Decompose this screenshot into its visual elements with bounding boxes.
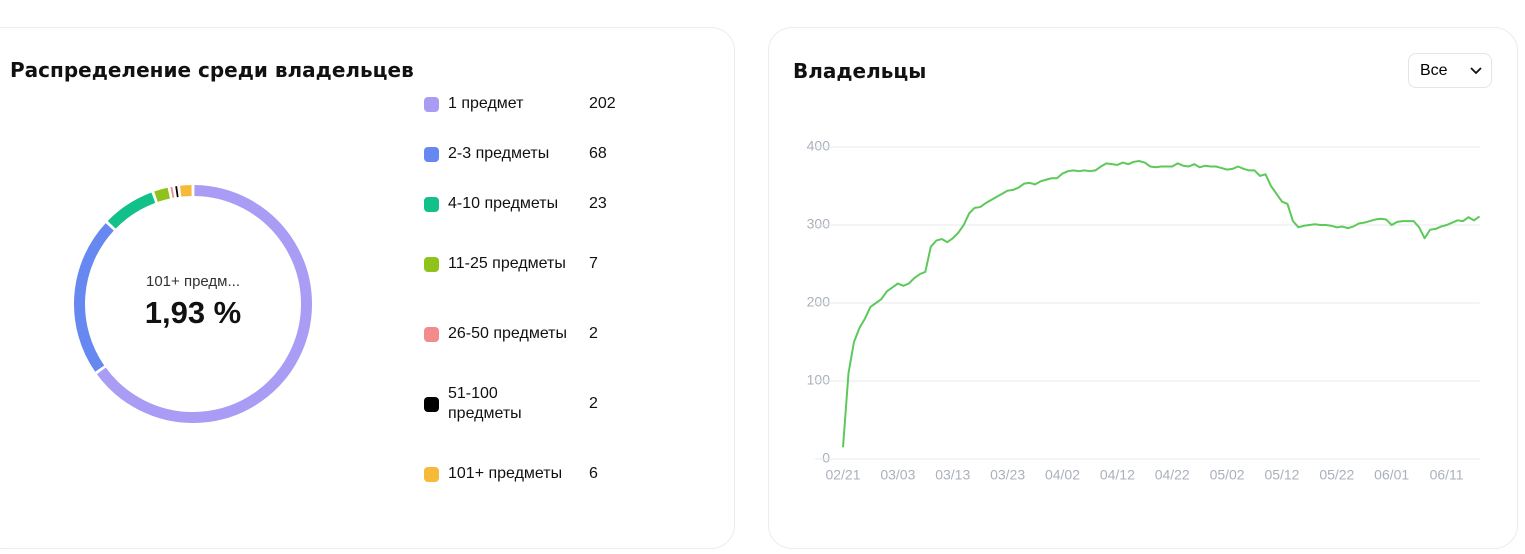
legend-label: 11-25 предметы [448,255,566,272]
x-tick-label: 04/12 [1100,467,1135,483]
legend-value: 68 [589,145,607,162]
legend-item: 51-100 предметы 2 [424,374,598,434]
legend-label: 51-100 предметы [448,385,522,422]
legend-value: 202 [589,95,616,112]
legend-label: 26-50 предметы [448,325,568,342]
legend-value: 6 [589,465,598,482]
distribution-card [0,27,735,549]
x-tick-label: 02/21 [825,467,860,483]
x-tick-label: 03/03 [880,467,915,483]
x-tick-label: 05/02 [1210,467,1245,483]
x-tick-label: 05/22 [1319,467,1354,483]
legend-item: 11-25 предметы 7 [424,234,598,294]
donut-segment [107,192,156,229]
pie-title: Распределение среди владельцев [10,58,414,82]
legend-swatch [424,146,439,162]
legend-value: 2 [589,395,598,412]
x-tick-label: 04/02 [1045,467,1080,483]
donut-center-value: 1,93 % [145,295,242,330]
y-tick-label: 0 [822,450,830,466]
donut-segment [96,185,312,423]
chevron [1469,66,1482,74]
period-dropdown[interactable]: Все [1408,53,1492,88]
x-tick-label: 06/01 [1374,467,1409,483]
y-tick-label: 300 [807,216,831,232]
legend-swatch [424,96,439,112]
line-title: Владельцы [793,59,927,83]
donut-segment [74,223,114,372]
x-tick-label: 03/13 [935,467,970,483]
x-tick-label: 06/11 [1430,467,1464,483]
y-tick-label: 200 [807,294,831,310]
legend-item: 4-10 предметы 23 [424,174,607,234]
dropdown-label: Все [1420,61,1448,79]
donut-segment [154,187,170,202]
legend-value: 2 [589,325,598,342]
legend-item: 26-50 предметы 2 [424,304,598,364]
x-tick-label: 04/22 [1155,467,1190,483]
legend-item: 1 предмет 202 [424,74,616,134]
x-tick-label: 03/23 [990,467,1025,483]
y-tick-label: 400 [807,138,831,154]
legend-value: 7 [589,255,598,272]
y-tick-label: 100 [807,372,831,388]
donut-segment [180,185,192,197]
legend-label: 4-10 предметы [448,195,559,212]
legend-label: 1 предмет [448,95,524,112]
legend-label: 2-3 предметы [448,145,550,162]
owners-line [842,160,1481,448]
legend-item: 101+ предметы 6 [424,444,598,504]
legend-swatch [424,466,439,482]
x-tick-label: 05/12 [1264,467,1299,483]
legend-value: 23 [589,195,607,212]
legend-item: 2-3 предметы 68 [424,124,607,184]
legend-label: 101+ предметы [448,465,563,482]
legend-swatch [424,326,439,342]
legend-swatch [424,396,439,412]
legend-swatch [424,256,439,272]
donut-center-label: 101+ предм... [146,273,240,290]
legend-swatch [424,196,439,212]
